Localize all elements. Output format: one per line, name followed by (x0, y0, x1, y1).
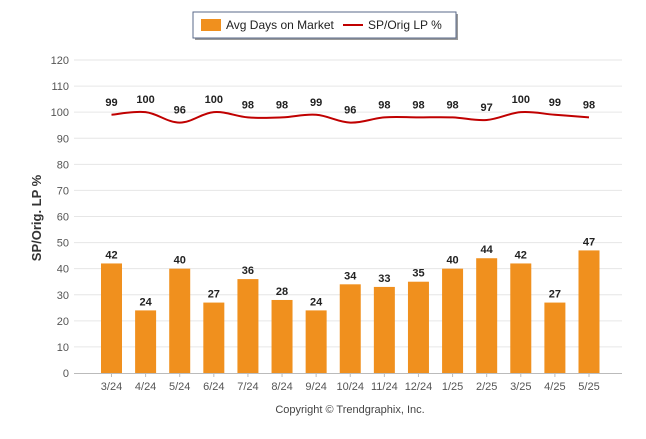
line-value-label: 99 (310, 97, 322, 109)
x-tick-label: 7/24 (237, 381, 258, 393)
bar (203, 302, 225, 373)
x-tick-label: 5/24 (169, 381, 190, 393)
y-axis-ticks: 0 10 20 30 40 50 60 70 80 90 100 110 120 (51, 55, 69, 380)
bar (169, 268, 191, 373)
legend-box (192, 11, 457, 39)
bar-value-label: 34 (344, 270, 357, 282)
bar-value-label: 36 (242, 265, 254, 277)
bar-value-label: 27 (208, 289, 220, 301)
x-tick-label: 6/24 (203, 381, 224, 393)
line-value-label: 100 (136, 94, 154, 106)
y-tick-label: 120 (51, 55, 69, 67)
bar-value-label: 40 (446, 255, 458, 267)
bar (305, 310, 327, 373)
bar (407, 281, 429, 373)
line-value-label: 96 (344, 105, 356, 117)
bar-value-label: 28 (276, 286, 288, 298)
bar-value-label: 40 (174, 255, 186, 267)
line-value-label: 98 (378, 99, 390, 111)
x-tick-label: 5/25 (578, 381, 599, 393)
x-axis-ticks: 3/24 4/24 5/24 6/24 7/24 8/24 9/24 10/24 11/24 12… (101, 373, 600, 393)
bar (271, 299, 293, 373)
x-tick-label: 3/24 (101, 381, 122, 393)
y-axis-label: SP/Orig. LP % (29, 174, 44, 261)
line-series: 99 100 96 100 98 98 99 96 98 98 98 97 100 99 98 (105, 94, 595, 124)
y-tick-label: 10 (57, 342, 69, 354)
line-value-label: 99 (105, 97, 117, 109)
y-tick-label: 80 (57, 159, 69, 171)
legend: Avg Days on Market SP/Orig LP % (192, 11, 458, 40)
bar (578, 250, 600, 373)
legend-bar-label: Avg Days on Market (226, 18, 334, 32)
x-tick-label: 2/25 (476, 381, 497, 393)
bar-value-label: 44 (481, 244, 494, 256)
x-tick-label: 11/24 (371, 381, 398, 393)
x-tick-label: 10/24 (336, 381, 364, 393)
bar (135, 310, 157, 373)
line-value-label: 98 (446, 99, 458, 111)
bar-value-label: 24 (139, 296, 152, 308)
x-tick-label: 3/25 (510, 381, 531, 393)
bar-value-label: 42 (105, 249, 117, 261)
legend-bar-swatch (201, 19, 221, 31)
line-value-label: 97 (481, 102, 493, 114)
line-value-label: 99 (549, 97, 561, 109)
bar-value-label: 42 (515, 249, 527, 261)
line-value-label: 98 (242, 99, 254, 111)
bar (442, 268, 464, 373)
line-value-label: 100 (512, 94, 530, 106)
x-tick-label: 4/25 (544, 381, 565, 393)
y-tick-label: 30 (57, 290, 69, 302)
bar-value-label: 35 (412, 268, 424, 280)
copyright: Copyright © Trendgraphix, Inc. (275, 404, 424, 416)
line-value-label: 98 (412, 99, 424, 111)
x-tick-label: 12/24 (405, 381, 433, 393)
y-tick-label: 100 (51, 107, 69, 119)
y-tick-label: 70 (57, 185, 69, 197)
y-tick-label: 0 (63, 368, 69, 380)
bar-value-label: 33 (378, 273, 390, 285)
y-tick-label: 90 (57, 133, 69, 145)
line-value-label: 96 (174, 105, 186, 117)
x-tick-label: 1/25 (442, 381, 463, 393)
x-tick-label: 4/24 (135, 381, 156, 393)
x-tick-label: 9/24 (305, 381, 326, 393)
bar (510, 263, 532, 373)
line-path (111, 110, 590, 124)
line-value-label: 98 (583, 99, 595, 111)
bar-value-label: 24 (310, 296, 323, 308)
line-value-label: 100 (205, 94, 223, 106)
bar-value-label: 27 (549, 289, 561, 301)
y-tick-label: 110 (51, 81, 69, 93)
bar-value-label: 47 (583, 236, 595, 248)
bar (476, 258, 498, 373)
bars: 42 24 40 27 36 28 24 34 33 35 40 44 42 27 47 (101, 236, 600, 373)
y-tick-label: 60 (57, 212, 69, 224)
bar (544, 302, 566, 373)
y-tick-label: 20 (57, 316, 69, 328)
legend-line-label: SP/Orig LP % (368, 18, 442, 32)
bar (339, 284, 361, 373)
x-tick-label: 8/24 (271, 381, 292, 393)
y-tick-label: 50 (57, 238, 69, 250)
bar (237, 279, 259, 373)
line-value-label: 98 (276, 99, 288, 111)
y-tick-label: 40 (57, 264, 69, 276)
bar (101, 263, 122, 373)
bar (373, 286, 395, 373)
